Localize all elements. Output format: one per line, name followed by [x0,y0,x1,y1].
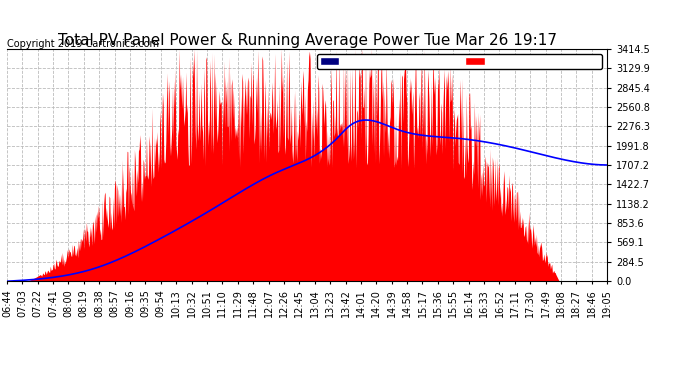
Title: Total PV Panel Power & Running Average Power Tue Mar 26 19:17: Total PV Panel Power & Running Average P… [57,33,557,48]
Text: Copyright 2019 Cartronics.com: Copyright 2019 Cartronics.com [7,39,159,50]
Legend: Average  (DC Watts), PV Panels  (DC Watts): Average (DC Watts), PV Panels (DC Watts) [317,54,602,69]
